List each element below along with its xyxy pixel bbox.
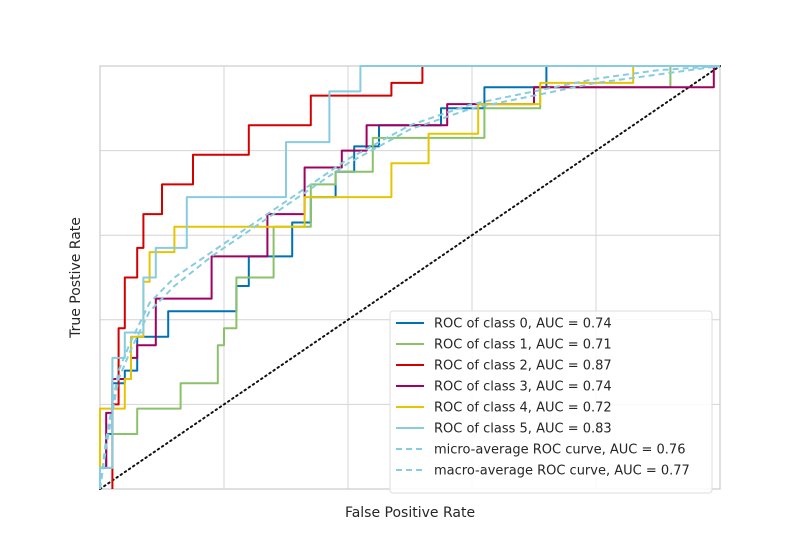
series-layer	[99, 65, 721, 490]
legend-label: ROC of class 1, AUC = 0.71	[434, 338, 612, 353]
y-axis-label: True Postive Rate	[68, 217, 84, 339]
legend-label: micro-average ROC curve, AUC = 0.76	[434, 443, 685, 458]
roc-curve-series-4	[99, 65, 720, 489]
x-axis-label: False Positive Rate	[345, 505, 475, 521]
legend-label: ROC of class 5, AUC = 0.83	[434, 422, 612, 437]
legend-label: ROC of class 0, AUC = 0.74	[434, 317, 612, 332]
legend-label: ROC of class 4, AUC = 0.72	[434, 401, 612, 416]
roc-curve-series-5	[99, 65, 720, 489]
legend-label: ROC of class 3, AUC = 0.74	[434, 380, 612, 395]
legend-label: ROC of class 2, AUC = 0.87	[434, 359, 612, 374]
chance-diagonal-line	[99, 65, 721, 490]
roc-curve-series-7	[99, 65, 721, 490]
roc-curve-series-1	[99, 65, 720, 489]
roc-curve-series-0	[99, 65, 720, 489]
legend: ROC of class 0, AUC = 0.74 ROC of class 1…	[389, 310, 713, 494]
legend-label: macro-average ROC curve, AUC = 0.77	[434, 464, 690, 479]
legend-box	[389, 310, 713, 494]
roc-curve-series-6	[99, 65, 721, 490]
roc-curve-series-2	[111, 65, 720, 489]
